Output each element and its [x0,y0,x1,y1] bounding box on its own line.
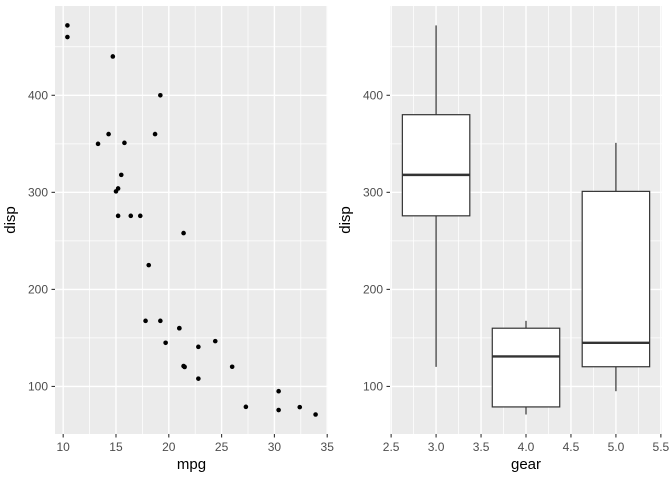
y-tick-label: 200 [28,283,48,297]
x-axis-title: gear [511,456,541,473]
panel-background [55,6,328,434]
x-tick-label: 4.5 [563,440,580,454]
scatter-point [110,54,116,59]
box-rect [491,327,561,408]
y-tick-label: 300 [363,186,383,200]
y-tick-label: 400 [363,88,383,102]
scatter-point [177,325,182,331]
scatter-point [122,140,127,146]
scatter-point [113,189,119,194]
scatter-point [229,364,235,370]
x-tick-label: 4.0 [518,440,535,454]
scatter-point [65,34,70,40]
x-tick-label: 15 [109,440,123,454]
x-axis-title: mpg [177,456,206,473]
scatter-point [146,262,152,268]
scatter-point [158,318,163,324]
scatter-point [115,213,121,219]
scatter-point [158,92,163,98]
scatter-point [128,213,134,219]
x-tick-label: 3.5 [473,440,490,454]
y-axis-title: disp [2,206,19,234]
box-rect [401,114,471,217]
x-tick-label: 5.5 [653,440,670,454]
box-rect [581,190,651,368]
scatter-point [212,338,218,344]
x-tick-label: 20 [162,440,176,454]
scatter-point [196,376,201,381]
y-axis-title: disp [337,206,354,234]
x-tick-label: 10 [57,440,71,454]
y-tick-label: 400 [28,88,48,102]
scatter-point [181,363,186,369]
scatter-point [196,344,201,350]
y-tick-label: 200 [363,283,383,297]
x-tick-label: 3.0 [428,440,445,454]
x-tick-label: 2.5 [383,440,400,454]
x-tick-label: 25 [215,440,229,454]
scatter-point [143,318,148,324]
scatter-point [65,23,70,28]
scatter-point [313,412,318,417]
y-tick-label: 300 [28,186,48,200]
scatter-point [152,131,158,137]
scatter-point [95,141,101,147]
x-tick-label: 5.0 [608,440,625,454]
y-tick-label: 100 [363,380,383,394]
scatter-point [137,213,143,219]
y-tick-label: 100 [28,380,48,394]
scatter-point [118,172,124,178]
scatter-point [181,230,186,236]
x-tick-label: 35 [321,440,335,454]
scatter-point [297,404,303,410]
scatter-point [163,340,168,346]
scatter-point [276,407,281,413]
scatter-point [106,131,111,137]
scatter-point [243,404,249,410]
x-tick-label: 30 [268,440,282,454]
scatter-point [276,388,281,394]
